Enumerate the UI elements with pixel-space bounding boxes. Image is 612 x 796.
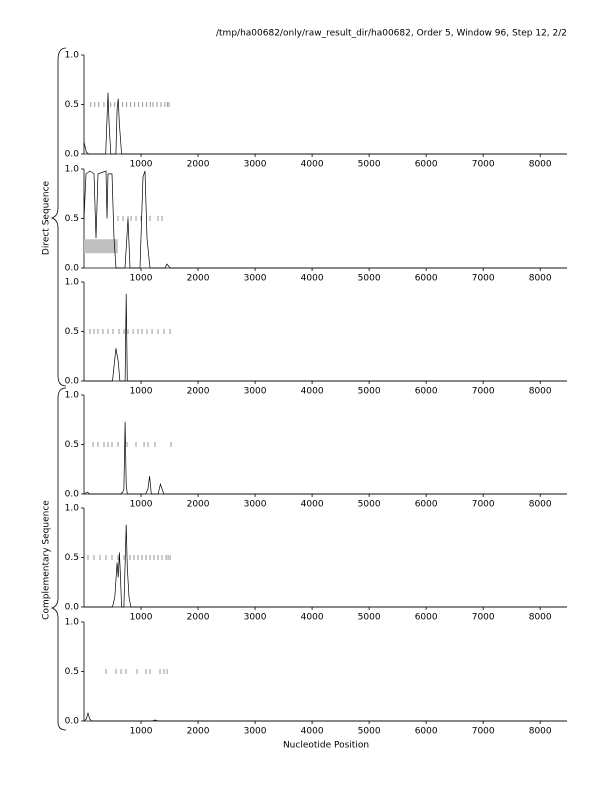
x-tick-label: 4000 xyxy=(301,274,324,284)
x-tick-label: 6000 xyxy=(415,160,438,170)
x-tick-label: 6000 xyxy=(415,613,438,623)
y-tick-label: 0.5 xyxy=(65,100,79,110)
x-tick-label: 1000 xyxy=(130,160,153,170)
group-brace xyxy=(50,387,67,731)
x-tick-label: 7000 xyxy=(472,160,495,170)
highlight-region xyxy=(84,239,118,254)
x-tick-label: 8000 xyxy=(529,274,552,284)
x-tick-label: 5000 xyxy=(358,160,381,170)
x-tick-label: 2000 xyxy=(187,274,210,284)
y-tick-label: 0.5 xyxy=(65,327,79,337)
y-tick-label: 0.5 xyxy=(65,667,79,677)
x-tick-label: 8000 xyxy=(529,613,552,623)
x-tick-label: 5000 xyxy=(358,727,381,737)
x-tick-label: 4000 xyxy=(301,613,324,623)
x-tick-label: 4000 xyxy=(301,500,324,510)
x-tick-label: 5000 xyxy=(358,274,381,284)
y-tick-label: 0.5 xyxy=(65,440,79,450)
x-tick-label: 3000 xyxy=(244,500,267,510)
x-tick-label: 3000 xyxy=(244,387,267,397)
y-tick-label: 1.0 xyxy=(65,504,80,514)
x-tick-label: 2000 xyxy=(187,387,210,397)
x-tick-label: 2000 xyxy=(187,160,210,170)
x-tick-label: 7000 xyxy=(472,727,495,737)
coding-potential-line xyxy=(83,421,567,495)
y-tick-label: 1.0 xyxy=(65,391,80,401)
x-tick-label: 2000 xyxy=(187,500,210,510)
y-tick-label: 0.0 xyxy=(65,490,80,500)
y-tick-label: 0.0 xyxy=(65,603,80,613)
coding-potential-line xyxy=(84,524,567,608)
x-tick-label: 7000 xyxy=(472,500,495,510)
x-tick-label: 1000 xyxy=(130,274,153,284)
x-tick-label: 3000 xyxy=(244,613,267,623)
x-tick-label: 1000 xyxy=(130,727,153,737)
x-tick-label: 4000 xyxy=(301,387,324,397)
coding-potential-line xyxy=(83,711,567,722)
y-tick-label: 1.0 xyxy=(65,618,80,628)
group-label: Complementary Sequence xyxy=(42,500,52,620)
group-brace xyxy=(50,47,67,387)
x-tick-label: 6000 xyxy=(415,500,438,510)
x-tick-label: 8000 xyxy=(529,500,552,510)
y-tick-label: 0.0 xyxy=(65,377,80,387)
x-tick-label: 1000 xyxy=(130,500,153,510)
x-tick-label: 6000 xyxy=(415,274,438,284)
x-tick-label: 6000 xyxy=(415,387,438,397)
y-tick-label: 0.0 xyxy=(65,150,80,160)
y-tick-label: 0.0 xyxy=(65,264,80,274)
x-tick-label: 2000 xyxy=(187,613,210,623)
x-tick-label: 7000 xyxy=(472,387,495,397)
x-tick-label: 7000 xyxy=(472,274,495,284)
x-tick-label: 7000 xyxy=(472,613,495,623)
x-tick-label: 8000 xyxy=(529,160,552,170)
group-label: Direct Sequence xyxy=(42,180,52,255)
y-tick-label: 0.0 xyxy=(65,717,80,727)
y-tick-label: 1.0 xyxy=(65,51,80,61)
x-tick-label: 1000 xyxy=(130,387,153,397)
coding-potential-line xyxy=(83,170,567,269)
x-tick-label: 4000 xyxy=(301,160,324,170)
coding-potential-line xyxy=(84,293,567,382)
x-tick-label: 5000 xyxy=(358,500,381,510)
y-tick-label: 1.0 xyxy=(65,165,80,175)
y-tick-label: 0.5 xyxy=(65,553,79,563)
x-tick-label: 5000 xyxy=(358,613,381,623)
x-tick-label: 3000 xyxy=(244,160,267,170)
coding-potential-line xyxy=(83,92,567,155)
x-tick-label: 6000 xyxy=(415,727,438,737)
x-tick-label: 3000 xyxy=(244,274,267,284)
figure-title: /tmp/ha00682/only/raw_result_dir/ha00682… xyxy=(216,29,567,39)
x-tick-label: 2000 xyxy=(187,727,210,737)
y-tick-label: 0.5 xyxy=(65,214,79,224)
y-tick-label: 1.0 xyxy=(65,278,80,288)
x-tick-label: 3000 xyxy=(244,727,267,737)
x-tick-label: 8000 xyxy=(529,387,552,397)
x-tick-label: 5000 xyxy=(358,387,381,397)
x-axis-label: Nucleotide Position xyxy=(283,741,369,751)
x-tick-label: 1000 xyxy=(130,613,153,623)
x-tick-label: 4000 xyxy=(301,727,324,737)
x-tick-label: 8000 xyxy=(529,727,552,737)
